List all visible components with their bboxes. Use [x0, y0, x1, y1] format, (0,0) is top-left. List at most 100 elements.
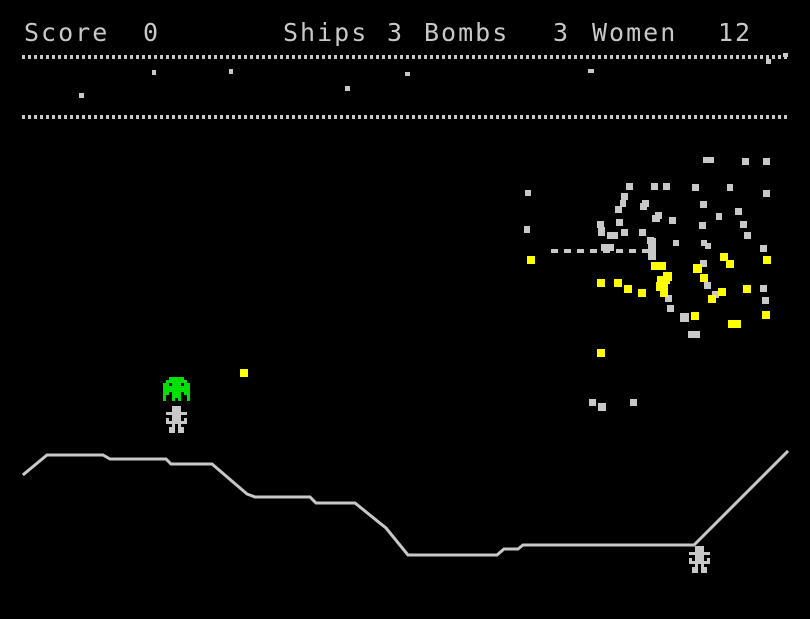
- sprite-pixel: [178, 386, 181, 389]
- woman-figure-right: [689, 546, 710, 573]
- sprite-pixel: [169, 380, 172, 383]
- debris-pixel-white: [525, 190, 531, 196]
- debris-pixel-yellow: [743, 285, 751, 293]
- lower-dotted-rule: [22, 115, 787, 119]
- sprite-pixel: [187, 395, 190, 398]
- sprite-pixel: [178, 389, 181, 392]
- sprite-pixel: [181, 386, 184, 389]
- debris-pixel-white: [621, 193, 628, 200]
- sprite-pixel: [169, 421, 172, 424]
- sprite-pixel: [178, 418, 181, 421]
- sprite-pixel: [178, 406, 181, 409]
- sprite-pixel: [172, 421, 175, 424]
- debris-pixel-white: [639, 229, 646, 236]
- debris-pixel-white: [705, 243, 711, 249]
- debris-pixel-white: [727, 184, 733, 191]
- sprite-pixel: [166, 380, 169, 383]
- debris-pixel-white: [712, 291, 719, 298]
- sprite-pixel: [175, 395, 178, 398]
- sprite-pixel: [178, 421, 181, 424]
- sprite-pixel: [692, 552, 695, 555]
- sprite-pixel: [707, 558, 710, 561]
- debris-pixel-white: [616, 219, 623, 226]
- debris-pixel-white: [703, 157, 714, 163]
- sprite-pixel: [698, 549, 701, 552]
- debris-pixel-white: [615, 206, 622, 213]
- sprite-pixel: [172, 398, 175, 401]
- sprite-pixel: [704, 567, 707, 570]
- sprite-pixel: [701, 564, 704, 567]
- debris-pixel-white: [651, 183, 658, 190]
- sprite-pixel: [704, 552, 707, 555]
- sprite-pixel: [175, 406, 178, 409]
- debris-pixel-white: [524, 226, 530, 233]
- debris-pixel-white: [663, 183, 670, 190]
- sprite-pixel: [163, 383, 166, 386]
- sprite-pixel: [184, 389, 187, 392]
- debris-pixel-yellow: [614, 279, 622, 287]
- sprite-pixel: [172, 430, 175, 433]
- sprite-pixel: [184, 421, 187, 424]
- sprite-pixel: [172, 386, 175, 389]
- sprite-pixel: [701, 561, 704, 564]
- sprite-pixel: [178, 412, 181, 415]
- sprite-pixel: [166, 421, 169, 424]
- debris-pixel-yellow: [527, 256, 535, 264]
- sprite-pixel: [172, 406, 175, 409]
- sprite-pixel: [172, 383, 175, 386]
- sprite-pixel: [175, 383, 178, 386]
- sprite-pixel: [163, 386, 166, 389]
- debris-pixel-white: [716, 213, 722, 220]
- sprite-pixel: [172, 389, 175, 392]
- sprite-pixel: [166, 412, 169, 415]
- alien-ship: [163, 377, 190, 401]
- debris-pixel-white: [601, 244, 614, 251]
- ships-label: Ships: [283, 18, 369, 47]
- sprite-pixel: [169, 412, 172, 415]
- sprite-pixel: [178, 430, 181, 433]
- sprite-pixel: [701, 552, 704, 555]
- sprite-pixel: [184, 383, 187, 386]
- sprite-pixel: [695, 552, 698, 555]
- debris-pixel-white: [763, 190, 770, 197]
- sprite-pixel: [166, 389, 169, 392]
- bombs-value: 3: [553, 18, 571, 47]
- sprite-pixel: [692, 567, 695, 570]
- debris-pixel-yellow: [693, 264, 702, 273]
- sprite-pixel: [178, 380, 181, 383]
- debris-pixel-yellow: [663, 272, 672, 281]
- sprite-pixel: [187, 398, 190, 401]
- debris-pixel-white: [626, 183, 633, 190]
- debris-pixel-yellow: [691, 312, 699, 320]
- debris-pixel-white: [598, 403, 606, 411]
- sprite-pixel: [707, 561, 710, 564]
- sprite-pixel: [695, 558, 698, 561]
- debris-pixel-white: [740, 221, 747, 228]
- debris-pixel-white: [652, 215, 660, 222]
- sprite-pixel: [175, 421, 178, 424]
- sprite-pixel: [181, 421, 184, 424]
- women-value: 12: [718, 18, 753, 47]
- sprite-pixel: [175, 412, 178, 415]
- sprite-pixel: [689, 561, 692, 564]
- debris-pixel-white: [700, 201, 707, 208]
- sprite-pixel: [172, 392, 175, 395]
- debris-pixel-white: [680, 313, 689, 322]
- debris-pixel-white: [762, 297, 769, 304]
- sprite-pixel: [184, 386, 187, 389]
- debris-pixel-yellow: [700, 274, 708, 282]
- debris-pixel-white: [597, 221, 604, 228]
- sprite-pixel: [178, 415, 181, 418]
- sprite-pixel: [175, 415, 178, 418]
- debris-pixel-white: [699, 222, 706, 229]
- sprite-pixel: [698, 546, 701, 549]
- star-pixel: [783, 53, 788, 57]
- sprite-pixel: [698, 552, 701, 555]
- sprite-pixel: [178, 409, 181, 412]
- sprite-pixel: [181, 380, 184, 383]
- sprite-pixel: [689, 552, 692, 555]
- sprite-pixel: [701, 555, 704, 558]
- sprite-pixel: [181, 377, 184, 380]
